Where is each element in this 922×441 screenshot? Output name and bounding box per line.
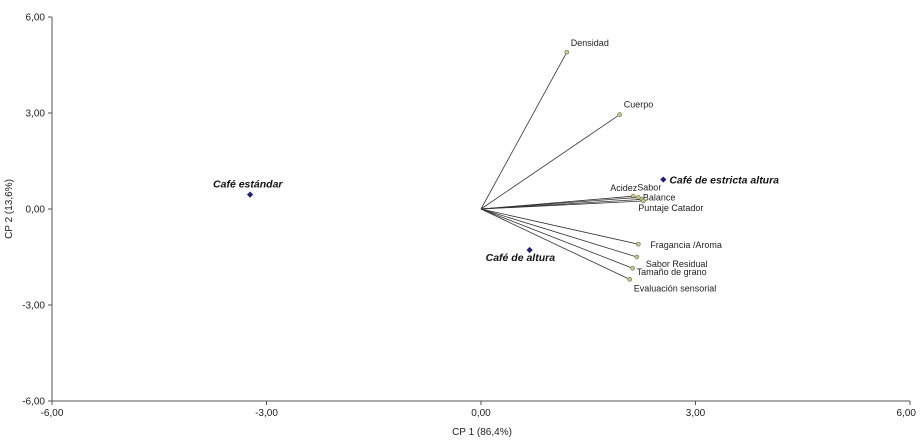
variable-point <box>640 198 646 204</box>
y-tick-label: -3,00 <box>22 301 45 312</box>
observation-label: Café estándar <box>213 179 283 191</box>
x-tick-label: -6,00 <box>41 408 64 419</box>
observation-label: Café de altura <box>486 252 556 264</box>
y-tick-label: 0,00 <box>26 205 46 216</box>
variable-label: Sabor Residual <box>646 259 708 269</box>
axes: -6,00 -3,00 0,00 3,00 6,00 -6,00 -3,00 0,00 3,00… <box>22 13 916 420</box>
variable-label: Acidez <box>610 183 638 193</box>
variable-label: Sabor <box>637 182 661 192</box>
variable-vector-line <box>480 208 639 245</box>
variable-vector-line <box>480 208 630 280</box>
variable-point <box>635 241 641 247</box>
variable-vector-line <box>480 208 637 258</box>
variable-label: Evaluación sensorial <box>634 283 717 293</box>
variable-label: Cuerpo <box>624 100 654 110</box>
variable-vectors: Densidad Cuerpo Acidez SaborBalancePuntaje … <box>480 38 722 293</box>
variable-vector-line <box>480 200 644 210</box>
variable-point <box>617 112 623 117</box>
variable-point <box>634 254 640 260</box>
variable-label: Balance <box>643 192 676 202</box>
variable-vector-line <box>480 208 633 269</box>
y-tick-label: -6,00 <box>22 397 45 408</box>
variable-label: Fragancia /Aroma <box>650 240 722 250</box>
variable-vector-line <box>480 52 568 210</box>
variable-vector-line <box>480 114 620 210</box>
variable-point <box>627 277 633 282</box>
observation-point <box>246 191 254 198</box>
x-tick-label: 3,00 <box>686 408 706 419</box>
variable-point <box>564 49 570 55</box>
variable-label: Puntaje Catador <box>638 203 703 213</box>
x-tick-label: 0,00 <box>471 408 491 419</box>
y-tick-label: 3,00 <box>26 109 46 120</box>
x-tick-label: -3,00 <box>255 408 278 419</box>
variable-label: Densidad <box>571 38 609 48</box>
y-axis-title: CP 2 (13,6%) <box>4 179 15 239</box>
variable-label: Tamaño de grano <box>637 267 707 277</box>
variable-point <box>630 265 635 271</box>
observation-points: Café estándar Café de estricta altura Café… <box>213 175 779 264</box>
y-tick-label: 6,00 <box>26 13 46 24</box>
observation-label: Café de estricta altura <box>669 175 779 187</box>
x-axis-title: CP 1 (86,4%) <box>452 427 512 438</box>
x-tick-label: 6,00 <box>897 408 917 419</box>
